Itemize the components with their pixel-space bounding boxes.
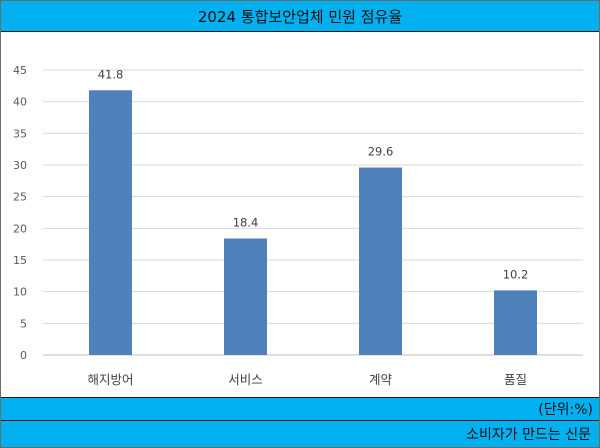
chart-area: 0 5 10 15 20 25 30 35 40 45 41.8 18.4 29.6 10.2 해지방어…: [1, 32, 599, 397]
y-tick-label: 5: [20, 317, 27, 330]
chart-title: 2024 통합보안업체 민원 점유율: [197, 7, 403, 26]
unit-label: (단위:%): [538, 402, 593, 418]
y-tick-label: 15: [13, 254, 27, 267]
y-tick-label: 0: [20, 349, 27, 362]
bar-2: [224, 238, 267, 355]
data-label-3: 29.6: [368, 145, 394, 159]
y-tick-label: 10: [13, 286, 27, 299]
category-label-3: 계약: [369, 372, 393, 387]
chart-title-bar: 2024 통합보안업체 민원 점유율: [1, 1, 599, 32]
bars: [89, 90, 537, 355]
category-label-4: 품질: [504, 372, 527, 387]
y-tick-label: 30: [13, 159, 27, 172]
data-label-4: 10.2: [503, 267, 529, 281]
data-label-1: 41.8: [98, 67, 124, 81]
y-tick-label: 45: [13, 64, 27, 77]
category-label-1: 해지방어: [87, 372, 133, 387]
bar-4: [494, 290, 537, 355]
bar-chart: 0 5 10 15 20 25 30 35 40 45 41.8 18.4 29.6 10.2 해지방어…: [13, 64, 583, 387]
data-label-2: 18.4: [233, 215, 259, 229]
y-tick-label: 25: [13, 191, 27, 204]
data-labels: 41.8 18.4 29.6 10.2: [98, 67, 529, 281]
source-bar: 소비자가 만드는 신문: [1, 421, 599, 447]
y-tick-label: 40: [13, 96, 27, 109]
gridlines: [43, 69, 583, 356]
source-label: 소비자가 만드는 신문: [466, 427, 591, 443]
x-axis-categories: 해지방어 서비스 계약 품질: [87, 372, 527, 387]
unit-bar: (단위:%): [1, 397, 599, 421]
bar-3: [359, 167, 402, 355]
bar-1: [89, 90, 132, 355]
y-tick-label: 20: [13, 222, 27, 235]
category-label-2: 서비스: [228, 372, 263, 387]
y-tick-label: 35: [13, 127, 27, 140]
y-axis-ticks: 0 5 10 15 20 25 30 35 40 45: [13, 64, 27, 362]
